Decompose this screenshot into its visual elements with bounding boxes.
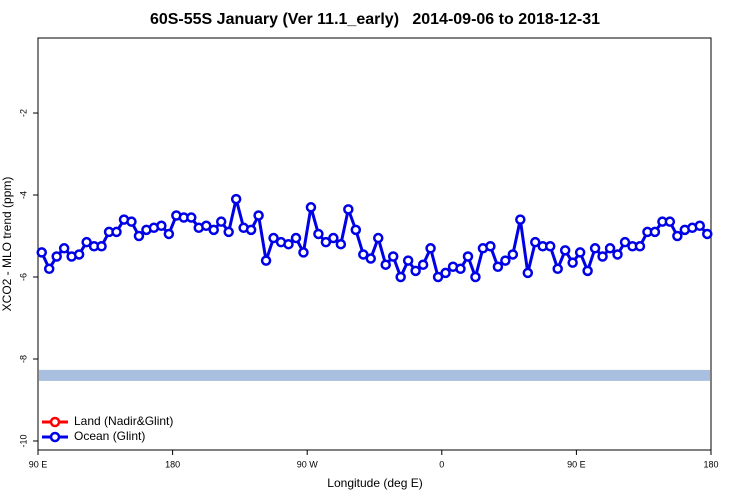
point: [402, 255, 414, 266]
point: [305, 202, 317, 213]
point: [358, 249, 369, 260]
x-tick-label: 90 E: [567, 459, 586, 469]
y-tick-label: -6: [18, 273, 28, 281]
point: [245, 224, 257, 236]
y-axis-label: XCO2 - MLO trend (ppm): [0, 177, 14, 312]
x-tick-label: 90 W: [297, 459, 319, 469]
point: [462, 251, 474, 262]
y-tick-label: -8: [18, 355, 28, 363]
point: [81, 236, 92, 248]
point: [522, 267, 534, 279]
point: [298, 247, 309, 258]
point: [313, 228, 324, 240]
point: [201, 220, 212, 232]
point: [43, 263, 55, 275]
point: [36, 247, 47, 258]
point: [425, 243, 436, 254]
point: [515, 214, 526, 225]
point: [186, 212, 197, 223]
legend-marker: [49, 431, 61, 443]
point: [230, 193, 242, 205]
chart-title: 60S-55S January (Ver 11.1_early) 2014-09…: [150, 11, 600, 28]
point: [672, 230, 683, 242]
x-tick-label: 0: [439, 459, 444, 469]
point: [470, 271, 481, 283]
point: [485, 241, 496, 252]
point: [417, 259, 429, 270]
density-band: [39, 369, 710, 381]
point: [395, 271, 406, 283]
point: [372, 232, 384, 244]
point: [507, 249, 519, 260]
point: [589, 243, 601, 254]
point: [649, 226, 661, 238]
point: [604, 243, 616, 254]
y-tick-label: -2: [18, 109, 28, 117]
point: [328, 232, 339, 244]
point: [552, 263, 563, 275]
point: [500, 255, 511, 266]
x-tick-label: 180: [703, 459, 718, 469]
point: [283, 238, 294, 250]
point: [320, 236, 332, 248]
point: [58, 243, 70, 254]
point: [73, 249, 85, 260]
point: [567, 257, 578, 268]
point: [335, 238, 347, 250]
point: [126, 216, 137, 227]
point: [440, 267, 451, 279]
point: [559, 245, 571, 256]
point: [156, 220, 167, 232]
point: [163, 228, 175, 240]
point: [612, 249, 623, 260]
point: [51, 251, 62, 262]
point: [544, 241, 556, 252]
legend-marker: [49, 416, 61, 428]
y-tick-label: -4: [18, 191, 28, 199]
point: [223, 226, 234, 238]
legend-label: Land (Nadir&Glint): [74, 414, 173, 428]
point: [574, 247, 586, 258]
legend-label: Ocean (Glint): [74, 429, 145, 443]
point: [492, 261, 504, 273]
point: [619, 236, 631, 248]
point: [387, 251, 399, 262]
point: [694, 220, 706, 232]
plot-frame: [37, 37, 712, 451]
x-tick-label: 180: [165, 459, 180, 469]
point: [365, 253, 377, 264]
point: [530, 236, 541, 248]
point: [702, 228, 713, 240]
x-axis-label: Longitude (deg E): [327, 476, 422, 490]
point: [111, 226, 122, 238]
point: [410, 265, 421, 277]
y-tick-label: -10: [18, 434, 28, 447]
point: [268, 232, 279, 244]
point: [664, 216, 676, 227]
point: [455, 263, 466, 275]
point: [634, 241, 646, 252]
point: [380, 259, 391, 270]
point: [253, 210, 264, 221]
point: [432, 271, 444, 283]
x-tick-label: 90 E: [29, 459, 48, 469]
point: [290, 232, 302, 244]
point: [215, 216, 227, 227]
point: [133, 230, 145, 242]
point: [208, 224, 219, 236]
point: [343, 204, 354, 215]
point: [582, 265, 593, 277]
point: [597, 251, 608, 262]
point: [260, 255, 272, 266]
point: [350, 224, 362, 236]
point: [96, 241, 107, 252]
